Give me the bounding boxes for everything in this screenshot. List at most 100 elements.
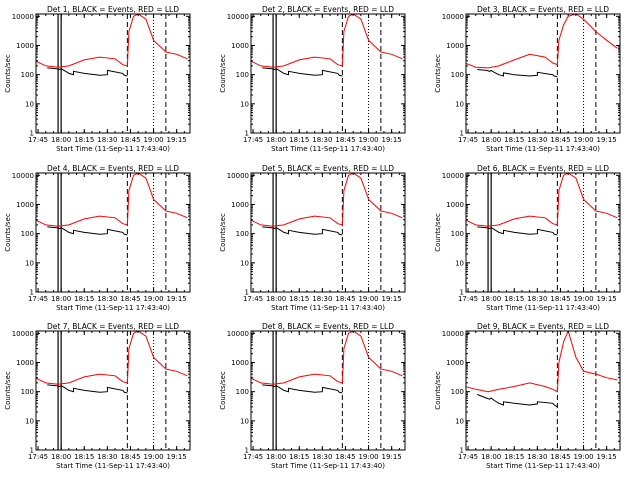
panel-title: Det 3, BLACK = Events, RED = LLD bbox=[477, 5, 609, 14]
x-tick-label: 18:45 bbox=[335, 453, 355, 461]
x-axis-title: Start Time (11-Sep-11 17:43:40) bbox=[56, 304, 170, 312]
y-axis-title: Counts/sec bbox=[219, 213, 227, 252]
y-tick-label: 100 bbox=[451, 230, 464, 238]
y-tick-label: 1 bbox=[245, 289, 249, 297]
x-axis-title: Start Time (11-Sep-11 17:43:40) bbox=[271, 145, 385, 153]
lld-series-line bbox=[251, 173, 403, 227]
x-tick-label: 17:45 bbox=[243, 136, 263, 144]
panel-title: Det 1, BLACK = Events, RED = LLD bbox=[47, 5, 179, 14]
y-tick-label: 1000 bbox=[446, 201, 464, 209]
y-axis-title: Counts/sec bbox=[219, 371, 227, 410]
plot-frame bbox=[35, 13, 191, 134]
events-series-line bbox=[47, 67, 128, 77]
x-tick-label: 18:00 bbox=[266, 453, 286, 461]
y-tick-label: 100 bbox=[451, 71, 464, 79]
x-tick-label: 19:00 bbox=[358, 295, 378, 303]
x-tick-label: 19:15 bbox=[597, 136, 617, 144]
plot-frame bbox=[35, 330, 191, 451]
x-tick-label: 18:30 bbox=[97, 136, 117, 144]
x-tick-label: 18:45 bbox=[120, 453, 140, 461]
x-tick-label: 17:45 bbox=[28, 136, 48, 144]
lld-series-line bbox=[251, 331, 403, 385]
lld-series-line bbox=[36, 14, 188, 68]
detector-panel-8: Det 8, BLACK = Events, RED = LLD 1 10 100 10… bbox=[219, 322, 406, 470]
y-tick-label: 10000 bbox=[227, 330, 249, 338]
y-tick-label: 1 bbox=[30, 447, 34, 455]
plot-frame bbox=[250, 172, 406, 293]
y-tick-label: 1000 bbox=[231, 359, 249, 367]
lld-series-line bbox=[36, 331, 188, 385]
lld-series-line bbox=[251, 14, 403, 68]
x-tick-label: 18:15 bbox=[74, 453, 94, 461]
y-axis-title: Counts/sec bbox=[4, 54, 12, 93]
events-series-line bbox=[477, 394, 558, 408]
events-series-line bbox=[477, 69, 558, 78]
x-tick-label: 18:15 bbox=[74, 136, 94, 144]
detector-panel-6: Det 6, BLACK = Events, RED = LLD 1 10 100 10… bbox=[434, 164, 621, 312]
panel-title: Det 8, BLACK = Events, RED = LLD bbox=[262, 322, 394, 331]
x-tick-label: 18:15 bbox=[289, 136, 309, 144]
y-tick-label: 10000 bbox=[227, 172, 249, 180]
x-axis-title: Start Time (11-Sep-11 17:43:40) bbox=[271, 304, 385, 312]
lld-series-line bbox=[466, 173, 618, 227]
events-series-line bbox=[262, 226, 343, 236]
y-tick-label: 1 bbox=[30, 289, 34, 297]
x-tick-label: 19:00 bbox=[573, 295, 593, 303]
x-tick-label: 18:00 bbox=[266, 136, 286, 144]
x-tick-label: 18:30 bbox=[312, 295, 332, 303]
detector-panel-3: Det 3, BLACK = Events, RED = LLD 1 10 100 10… bbox=[434, 5, 621, 153]
y-tick-label: 10000 bbox=[442, 172, 464, 180]
y-tick-label: 100 bbox=[236, 230, 249, 238]
y-axis-title: Counts/sec bbox=[4, 213, 12, 252]
x-tick-label: 17:45 bbox=[458, 136, 478, 144]
events-series-line bbox=[47, 384, 128, 394]
lld-series-line bbox=[466, 331, 618, 393]
x-tick-label: 18:15 bbox=[74, 295, 94, 303]
x-tick-label: 18:30 bbox=[97, 295, 117, 303]
y-tick-label: 1 bbox=[460, 447, 464, 455]
y-tick-label: 10 bbox=[240, 417, 249, 425]
y-tick-label: 10000 bbox=[227, 13, 249, 21]
x-tick-label: 17:45 bbox=[458, 295, 478, 303]
events-series-line bbox=[477, 226, 558, 236]
y-axis-title: Counts/sec bbox=[219, 54, 227, 93]
x-tick-label: 18:30 bbox=[527, 136, 547, 144]
plot-frame bbox=[465, 172, 621, 293]
y-axis-title: Counts/sec bbox=[434, 213, 442, 252]
y-axis-title: Counts/sec bbox=[434, 371, 442, 410]
x-tick-label: 18:15 bbox=[504, 136, 524, 144]
y-tick-label: 10000 bbox=[442, 13, 464, 21]
panel-title: Det 2, BLACK = Events, RED = LLD bbox=[262, 5, 394, 14]
y-tick-label: 100 bbox=[236, 388, 249, 396]
x-tick-label: 18:15 bbox=[289, 295, 309, 303]
x-tick-label: 18:00 bbox=[481, 295, 501, 303]
x-tick-label: 18:15 bbox=[504, 453, 524, 461]
x-tick-label: 19:00 bbox=[143, 295, 163, 303]
x-tick-label: 18:45 bbox=[550, 295, 570, 303]
y-tick-label: 10 bbox=[25, 417, 34, 425]
x-tick-label: 19:00 bbox=[573, 453, 593, 461]
panel-title: Det 9, BLACK = Events, RED = LLD bbox=[477, 322, 609, 331]
panel-title: Det 5, BLACK = Events, RED = LLD bbox=[262, 164, 394, 173]
y-tick-label: 10000 bbox=[12, 330, 34, 338]
x-axis-title: Start Time (11-Sep-11 17:43:40) bbox=[56, 462, 170, 470]
events-series-line bbox=[262, 67, 343, 77]
x-tick-label: 17:45 bbox=[458, 453, 478, 461]
y-tick-label: 1000 bbox=[16, 359, 34, 367]
y-tick-label: 1 bbox=[460, 130, 464, 138]
events-series-line bbox=[262, 384, 343, 394]
y-tick-label: 1 bbox=[245, 130, 249, 138]
x-tick-label: 19:15 bbox=[597, 295, 617, 303]
x-tick-label: 19:00 bbox=[358, 453, 378, 461]
y-tick-label: 10 bbox=[240, 259, 249, 267]
x-tick-label: 17:45 bbox=[28, 453, 48, 461]
y-tick-label: 10 bbox=[455, 417, 464, 425]
x-tick-label: 17:45 bbox=[243, 453, 263, 461]
x-tick-label: 18:30 bbox=[527, 295, 547, 303]
detector-panel-1: Det 1, BLACK = Events, RED = LLD 1 10 100 10… bbox=[4, 5, 191, 153]
panel-title: Det 4, BLACK = Events, RED = LLD bbox=[47, 164, 179, 173]
y-axis-title: Counts/sec bbox=[434, 54, 442, 93]
x-tick-label: 18:00 bbox=[481, 453, 501, 461]
x-tick-label: 18:45 bbox=[550, 453, 570, 461]
